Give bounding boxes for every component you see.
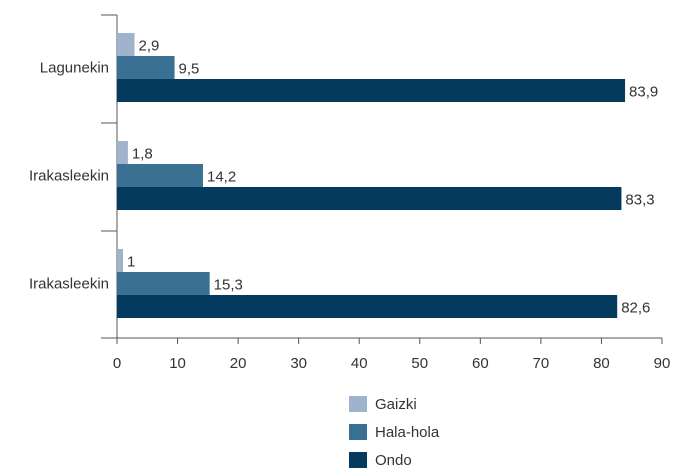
legend-swatch-0 — [349, 396, 367, 412]
x-tick-label: 40 — [351, 355, 368, 372]
bar-hala-hola-2 — [117, 272, 210, 295]
x-tick-label: 80 — [593, 355, 610, 372]
legend-swatch-2 — [349, 452, 367, 468]
legend-label: Gaizki — [375, 396, 417, 413]
legend-label: Ondo — [375, 452, 412, 469]
category-label: Irakasleekin — [29, 276, 109, 293]
data-label: 14,2 — [207, 169, 236, 186]
legend-label: Hala-hola — [375, 424, 440, 441]
data-label: 15,3 — [214, 277, 243, 294]
data-label: 83,3 — [625, 192, 654, 209]
bar-gaizki-2 — [117, 249, 124, 272]
data-label: 1,8 — [132, 146, 153, 163]
bar-hala-hola-0 — [117, 56, 175, 79]
data-label: 2,9 — [139, 38, 160, 55]
x-tick-label: 10 — [169, 355, 186, 372]
data-label: 82,6 — [621, 300, 650, 317]
x-tick-label: 60 — [472, 355, 489, 372]
bar-gaizki-0 — [117, 33, 135, 56]
x-tick-label: 90 — [654, 355, 671, 372]
x-tick-label: 30 — [290, 355, 307, 372]
x-tick-label: 50 — [411, 355, 428, 372]
legend-swatch-1 — [349, 424, 367, 440]
category-label: Lagunekin — [40, 60, 109, 77]
x-tick-label: 20 — [230, 355, 247, 372]
data-label: 9,5 — [179, 61, 200, 78]
x-tick-label: 70 — [533, 355, 550, 372]
category-label: Irakasleekin — [29, 168, 109, 185]
bar-ondo-1 — [117, 187, 622, 210]
data-label: 1 — [127, 254, 135, 271]
bar-ondo-0 — [117, 79, 626, 102]
bar-ondo-2 — [117, 295, 618, 318]
bar-hala-hola-1 — [117, 164, 203, 187]
data-label: 83,9 — [629, 84, 658, 101]
bar-gaizki-1 — [117, 141, 128, 164]
x-tick-label: 0 — [113, 355, 121, 372]
